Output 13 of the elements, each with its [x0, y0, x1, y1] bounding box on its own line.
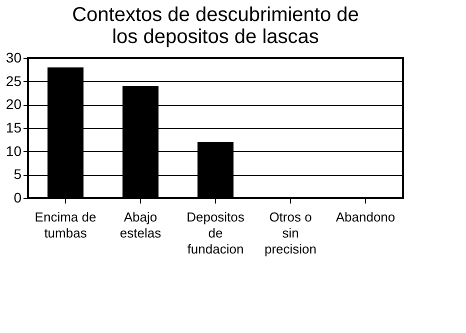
x-tick-label: Encima de tumbas [34, 210, 96, 240]
y-tick-label: 25 [6, 72, 22, 89]
x-tick-label: Otros o sin precision [264, 210, 317, 256]
x-tick-label: Abandono [336, 210, 396, 224]
y-tick-label: 10 [6, 142, 22, 159]
y-tick-label: 5 [14, 166, 22, 182]
x-tick-label: Depositos de fundacion [186, 210, 245, 256]
y-tick-label: 30 [6, 50, 22, 66]
x-tick-label: Abajo estelas [120, 210, 162, 240]
y-tick-label: 15 [6, 120, 22, 136]
chart-title: Contextos de descubrimiento de los depositos de lascas [72, 4, 359, 48]
y-tick-label: 20 [6, 96, 22, 112]
y-tick-label: 0 [14, 190, 22, 206]
